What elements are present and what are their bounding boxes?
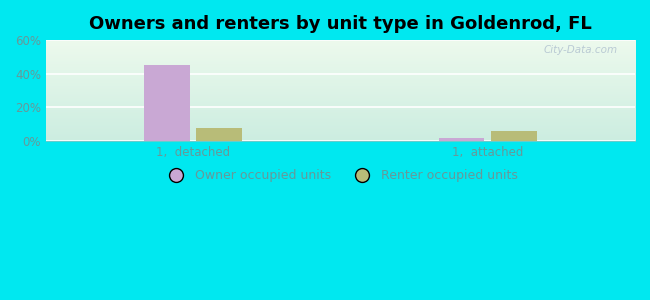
Text: City-Data.com: City-Data.com <box>543 45 618 55</box>
Bar <box>196 128 242 141</box>
Legend: Owner occupied units, Renter occupied units: Owner occupied units, Renter occupied un… <box>159 164 523 188</box>
Bar <box>144 65 190 141</box>
Bar <box>491 131 537 141</box>
Title: Owners and renters by unit type in Goldenrod, FL: Owners and renters by unit type in Golde… <box>89 15 592 33</box>
Bar <box>439 138 484 141</box>
